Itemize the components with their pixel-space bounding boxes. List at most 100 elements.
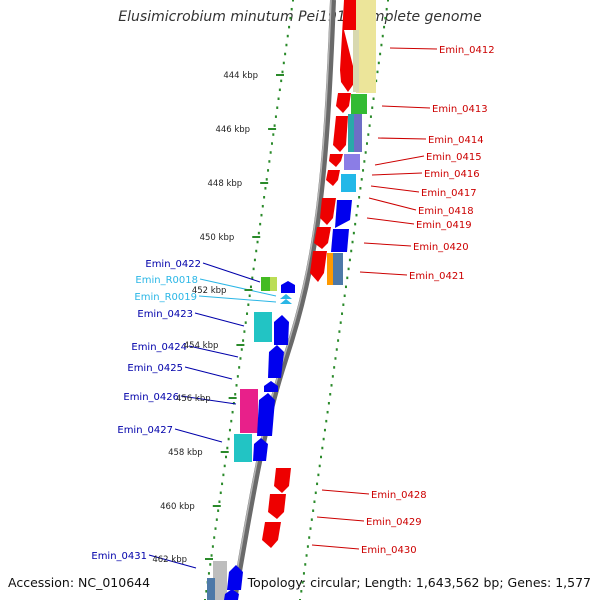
scale-tick-dot-right [387,0,389,2]
scale-tick-dot-left [248,294,251,298]
scale-tick-dot-left [260,213,263,217]
leader-line [359,271,408,276]
scale-tick-dot-left [230,419,233,423]
gene-label-reverse[interactable]: Emin_0426 [123,392,179,403]
annotation-block-green [351,94,367,114]
gene-label-reverse[interactable]: Emin_0431 [91,551,147,562]
reverse-gene-track-bottom [207,561,243,600]
scale-tick-dot-right [371,106,374,109]
annotation-block-purple [354,114,362,152]
gene-arrow-emin-0427[interactable] [253,438,268,461]
scale-tick-dot-right [316,482,319,486]
gene-arrow-emin-0430[interactable] [262,522,281,548]
gene-arrow-emin-0428[interactable] [274,468,291,493]
scale-tick-dot-left [236,375,239,378]
annotation-block-steel-bottom [207,578,215,600]
gene-arrow-emin-0422[interactable] [281,281,295,293]
gene-label-forward[interactable]: Emin_0416 [424,169,480,180]
gene-label-forward[interactable]: Emin_0419 [416,220,472,231]
scale-label: 448 kbp [208,179,243,189]
scale-tick-dot-left [228,428,231,432]
gene-arrow-emin-0424[interactable] [268,345,284,378]
scale-tick-dot-left [235,384,238,387]
genome-backbone-highlight [231,0,332,600]
scale-tick-dot-left [257,231,260,235]
annotation-block-lime-small [270,277,277,291]
scale-tick-dot-left [263,196,266,199]
scale-tick-dot-left [218,500,221,503]
scale-tick-dot-right [376,70,379,74]
gene-arrow-emin-0413[interactable] [336,93,351,113]
gene-label-forward[interactable]: Emin_0415 [426,152,482,163]
gene-label-reverse[interactable]: Emin_0423 [137,309,193,320]
scale-tick-dot-left [219,491,222,495]
scale-tick-dot-left [225,455,228,459]
gene-label-reverse[interactable]: Emin_0424 [131,342,187,353]
scale-tick-dot-right [383,25,386,29]
scale-tick-dot-right [301,581,304,584]
scale-tick-dot-right [355,213,358,217]
leader-line [174,428,223,443]
scale-tick-dot-right [329,393,332,396]
scale-tick-dot-left [207,572,210,575]
scale-tick-dot-left [213,536,216,539]
gene-arrow-emin-0420[interactable] [314,227,331,249]
scale-tick-dot-right [312,509,315,512]
scale-tick-dot-left [251,276,254,280]
gene-label-forward[interactable]: Emin_0428 [371,490,427,501]
gene-label-forward[interactable]: Emin_0430 [361,545,417,556]
scale-tick-dot-left [256,240,259,244]
gene-label-forward[interactable]: Emin_0414 [428,135,484,146]
scale-tick-dot-right [318,464,321,468]
scale-tick-dot-left [272,133,275,136]
scale-tick-dot-left [223,464,226,468]
gene-arrow-emin-0421[interactable] [310,251,327,282]
gene-arrow-emin-0425[interactable] [264,381,278,392]
leader-line [321,489,370,495]
rna-label[interactable]: Emin_R0018 [135,275,198,286]
scale-tick-dot-right [344,285,347,289]
gene-label-reverse[interactable]: Emin_0422 [145,259,201,270]
gene-label-forward[interactable]: Emin_0420 [413,242,469,253]
accession-text: Accession: NC_010644 [8,575,151,590]
scale-tick-dot-right [359,187,362,190]
leader-line [188,345,239,358]
gene-arrow-emin-0414[interactable] [333,116,348,152]
scale-tick-dot-right [348,258,351,262]
scale-tick-dot-right [302,572,305,575]
leader-line [198,295,277,303]
gene-arrow-emin-0429[interactable] [268,494,286,519]
rna-arrow-emin-r0019[interactable] [280,299,292,304]
rna-label[interactable]: Emin_R0019 [134,292,197,303]
scale-tick-dot-right [358,196,361,199]
scale-label: 456 kbp [176,394,211,404]
gene-label-forward[interactable]: Emin_0429 [366,517,422,528]
annotation-arrow-blue-a [335,200,352,228]
scale-tick-dot-right [352,231,355,235]
gene-label-forward[interactable]: Emin_0417 [421,188,477,199]
gene-arrow-emin-0431[interactable] [227,565,243,590]
scale-tick-dot-right [322,437,325,441]
gene-label-forward[interactable]: Emin_0413 [432,104,488,115]
scale-tick-dot-left [231,410,234,414]
gene-arrow-emin-0426[interactable] [257,393,275,436]
gene-label-forward[interactable]: Emin_0421 [409,271,465,282]
gene-arrow-emin-0415[interactable] [329,154,343,167]
gene-label-reverse[interactable]: Emin_0427 [117,425,173,436]
gene-arrow-emin-0418[interactable] [320,198,336,225]
scale-tick-dot-left [217,509,220,512]
scale-tick-dot-right [381,34,384,38]
scale-tick-dot-left [215,518,218,521]
gene-arrow-emin-0423[interactable] [274,315,289,345]
gene-label-forward[interactable]: Emin_0418 [418,206,474,217]
gene-arrow-emin-0416[interactable] [326,170,340,186]
scale-tick-dot-left [249,285,252,289]
map-title: Elusimicrobium minutum Pei191, complete … [118,9,482,25]
label-leader-lines [148,47,438,569]
gene-label-reverse[interactable]: Emin_0425 [127,363,183,374]
gene-label-forward[interactable]: Emin_0412 [439,45,495,56]
gene-arrow-emin-0432[interactable] [224,589,239,600]
annotation-block-lightgray [213,561,227,600]
rna-arrow-emin-r0018[interactable] [280,294,292,299]
